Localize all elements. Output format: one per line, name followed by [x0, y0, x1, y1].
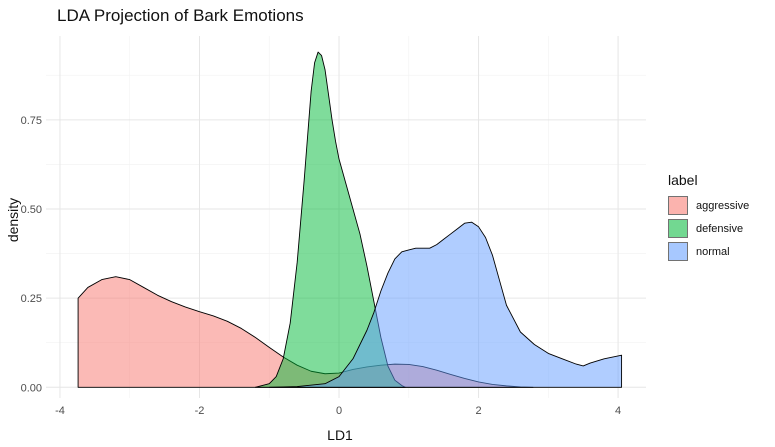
- x-tick-label: 0: [336, 405, 342, 417]
- legend-key-defensive: [668, 219, 688, 238]
- x-tick-label: 2: [475, 405, 481, 417]
- legend-item-aggressive: aggressive: [668, 194, 749, 217]
- legend-label-aggressive: aggressive: [696, 199, 750, 212]
- y-axis-ticks: 0.00 0.25 0.50 0.75: [21, 115, 42, 394]
- area-normal: [268, 221, 623, 388]
- legend: label aggressive defensive normal: [668, 172, 749, 263]
- x-axis-ticks: -4 -2 0 2 4: [55, 405, 621, 417]
- y-axis-label: density: [5, 198, 21, 242]
- x-tick-label: -4: [55, 405, 65, 417]
- chart-title: LDA Projection of Bark Emotions: [57, 6, 304, 25]
- legend-key-aggressive: [668, 196, 688, 215]
- y-tick-label: 0.50: [21, 204, 42, 216]
- x-tick-label: 4: [615, 405, 621, 417]
- legend-label-defensive: defensive: [696, 222, 744, 235]
- y-tick-label: 0.25: [21, 293, 42, 305]
- legend-item-normal: normal: [668, 240, 749, 263]
- x-tick-label: -2: [195, 405, 205, 417]
- x-axis-label: LD1: [327, 427, 353, 443]
- legend-title: label: [668, 172, 698, 188]
- legend-item-defensive: defensive: [668, 217, 749, 240]
- density-areas: [77, 51, 623, 388]
- legend-key-normal: [668, 242, 688, 261]
- y-tick-label: 0.00: [21, 382, 42, 394]
- y-tick-label: 0.75: [21, 115, 42, 127]
- legend-label-normal: normal: [696, 245, 730, 258]
